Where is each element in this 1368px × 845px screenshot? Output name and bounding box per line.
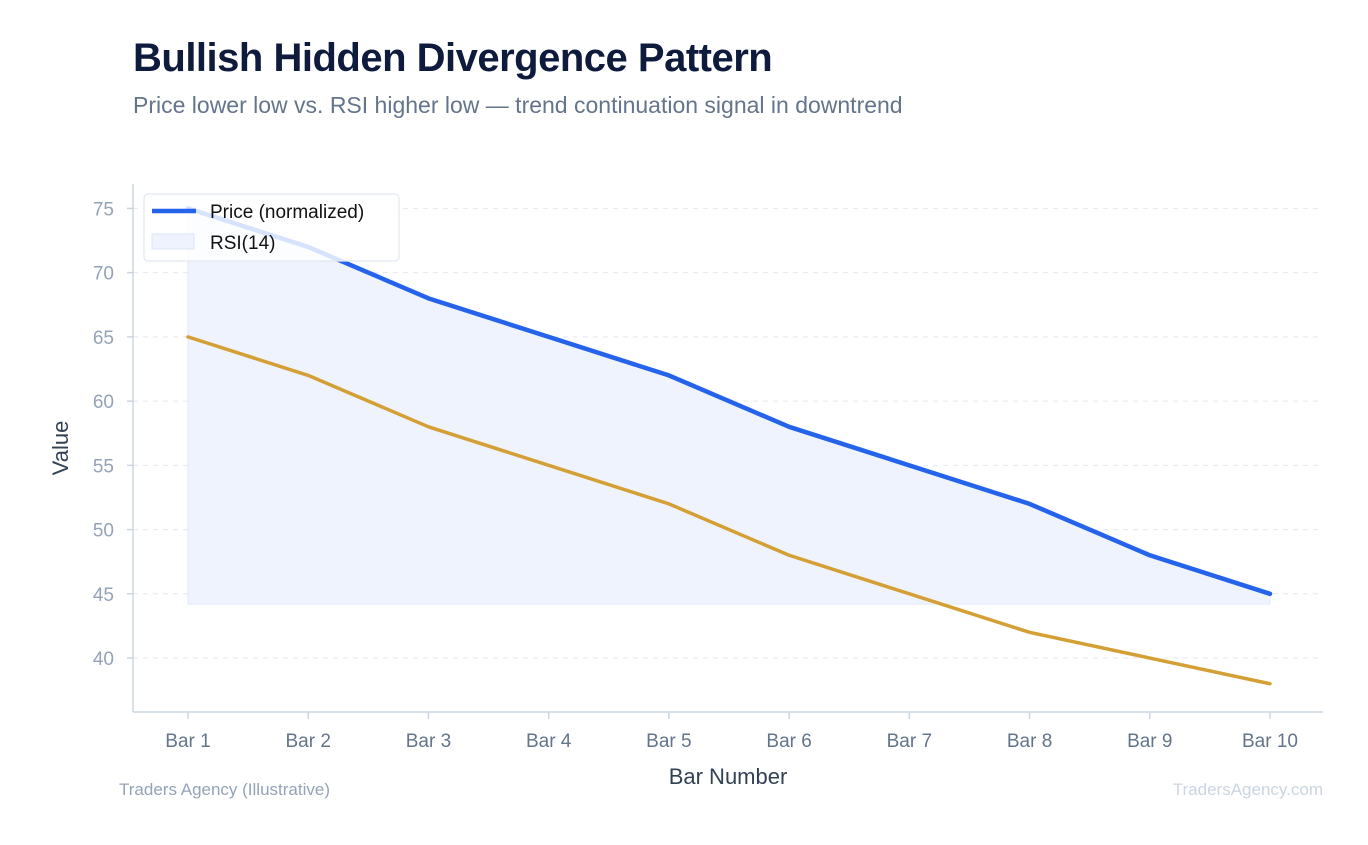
legend: Price (normalized) RSI(14) <box>143 193 400 262</box>
price-line <box>185 206 1273 597</box>
legend-label-price: Price (normalized) <box>210 202 364 223</box>
x-tick-label: Bar 1 <box>165 731 210 752</box>
y-tick-labels: 40 45 50 55 60 65 70 75 <box>93 199 114 670</box>
x-tick-label: Bar 9 <box>1127 731 1172 752</box>
chart-subtitle: Price lower low vs. RSI higher low — tre… <box>133 92 903 118</box>
fill-area <box>187 207 1271 605</box>
legend-box <box>143 193 400 262</box>
x-tick-label: Bar 8 <box>1007 731 1052 752</box>
y-tick-label: 50 <box>93 521 114 542</box>
chart-title: Bullish Hidden Divergence Pattern <box>133 36 773 80</box>
x-tick-label: Bar 3 <box>406 731 451 752</box>
y-tick-label: 45 <box>93 585 114 606</box>
axes <box>127 184 1323 719</box>
source-note: Traders Agency (Illustrative) <box>119 780 330 799</box>
watermark: TradersAgency.com <box>1172 780 1323 799</box>
x-axis-title: Bar Number <box>669 764 788 789</box>
series-lines <box>185 206 1273 686</box>
x-tick-label: Bar 2 <box>286 731 331 752</box>
x-tick-labels: Bar 1 Bar 2 Bar 3 Bar 4 Bar 5 Bar 6 Bar 7 Bar 8… <box>165 731 1298 752</box>
y-tick-label: 55 <box>93 456 114 477</box>
y-tick-label: 75 <box>93 199 114 220</box>
rsi-line <box>186 335 1272 686</box>
y-tick-label: 40 <box>93 649 114 670</box>
x-tick-label: Bar 5 <box>646 731 691 752</box>
x-tick-label: Bar 7 <box>887 731 932 752</box>
x-tick-label: Bar 10 <box>1242 731 1298 752</box>
y-tick-label: 65 <box>93 328 114 349</box>
x-tick-label: Bar 6 <box>766 731 811 752</box>
price-fill-area <box>187 207 1271 605</box>
legend-swatch-rsi <box>151 233 195 250</box>
legend-label-rsi: RSI(14) <box>210 233 275 254</box>
x-tick-label: Bar 4 <box>526 731 572 752</box>
y-axis-title: Value <box>48 421 73 476</box>
y-tick-label: 70 <box>93 264 114 285</box>
y-tick-label: 60 <box>93 392 114 413</box>
